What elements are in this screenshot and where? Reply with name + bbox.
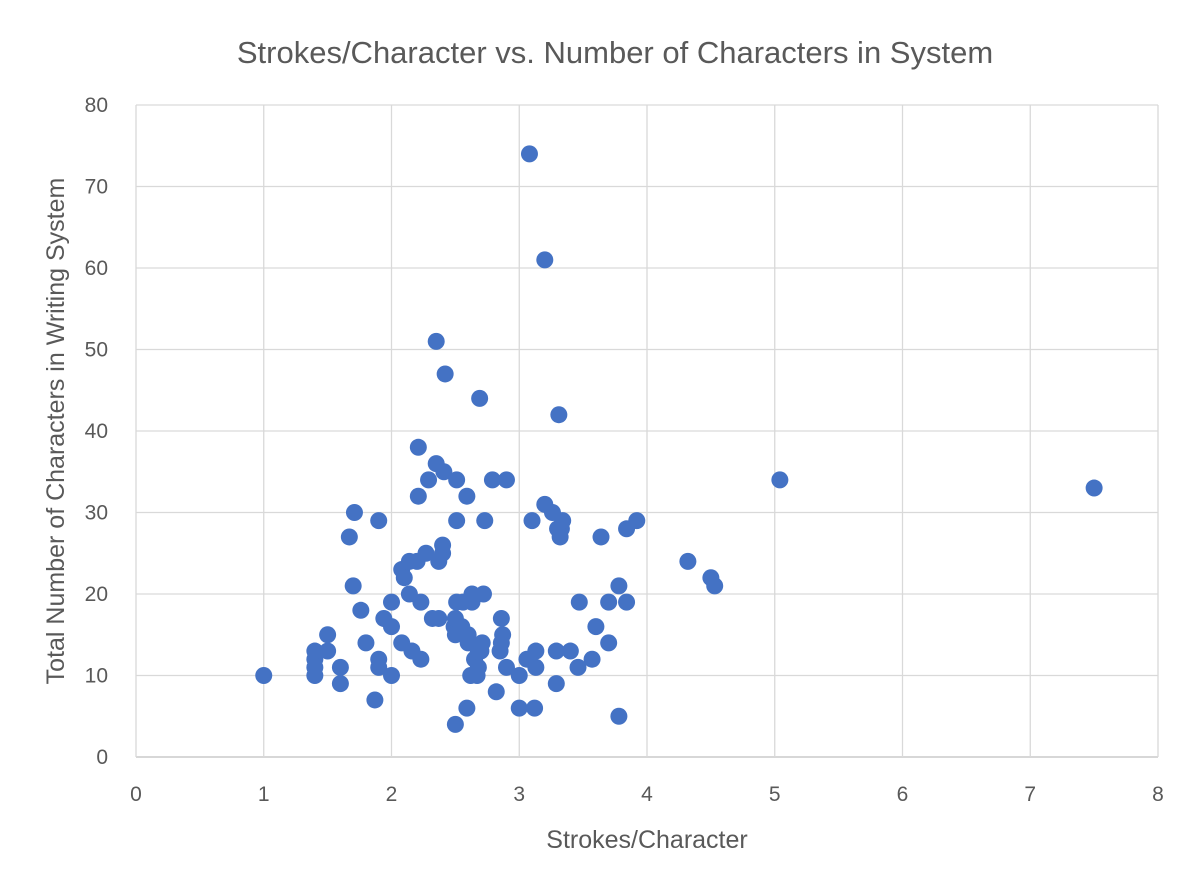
data-point xyxy=(448,512,466,530)
data-point xyxy=(409,438,427,456)
data-point xyxy=(600,634,618,652)
data-point xyxy=(771,471,789,489)
x-tick-label: 8 xyxy=(1152,783,1164,806)
data-point xyxy=(569,658,587,676)
data-point xyxy=(357,634,375,652)
data-point xyxy=(383,618,400,636)
data-point xyxy=(474,585,492,603)
data-point xyxy=(435,463,453,481)
x-tick-label: 0 xyxy=(130,783,142,806)
data-point xyxy=(370,512,388,530)
data-point xyxy=(319,626,337,644)
y-tick-label: 50 xyxy=(85,339,108,362)
data-points xyxy=(255,145,1103,733)
data-point xyxy=(510,699,528,717)
data-point xyxy=(483,471,501,489)
data-point xyxy=(679,552,697,570)
data-point xyxy=(436,365,454,383)
data-point xyxy=(547,642,565,660)
data-point xyxy=(547,675,565,693)
y-tick-label: 60 xyxy=(85,257,108,280)
data-point xyxy=(420,471,438,489)
data-point xyxy=(458,699,476,717)
y-tick-label: 20 xyxy=(85,583,108,606)
data-point xyxy=(255,667,273,684)
data-point xyxy=(561,642,579,660)
data-point xyxy=(344,577,362,595)
data-point xyxy=(492,609,510,627)
data-point xyxy=(587,618,605,636)
data-point xyxy=(412,593,430,611)
data-point xyxy=(319,642,337,660)
data-point xyxy=(331,658,349,676)
data-point xyxy=(628,512,646,530)
data-point xyxy=(1085,479,1103,497)
data-point xyxy=(510,667,528,684)
data-point xyxy=(458,487,476,505)
y-tick-label: 80 xyxy=(85,94,108,117)
x-tick-label: 3 xyxy=(513,783,525,806)
x-tick-label: 5 xyxy=(769,783,781,806)
data-point xyxy=(306,642,324,660)
data-point xyxy=(459,626,477,644)
data-point xyxy=(340,528,358,546)
data-point xyxy=(412,650,430,668)
data-point xyxy=(487,683,505,701)
data-point xyxy=(383,593,400,611)
data-point xyxy=(430,609,448,627)
x-tick-label: 2 xyxy=(386,783,398,806)
data-point xyxy=(536,251,554,269)
data-point xyxy=(366,691,384,709)
y-axis-label: Total Number of Characters in Writing Sy… xyxy=(42,178,70,685)
y-tick-label: 10 xyxy=(85,665,108,688)
data-point xyxy=(446,715,464,733)
y-tick-label: 40 xyxy=(85,420,108,443)
x-tick-label: 6 xyxy=(897,783,909,806)
x-tick-label: 7 xyxy=(1024,783,1036,806)
data-point xyxy=(570,593,588,611)
data-point xyxy=(520,145,538,163)
data-point xyxy=(618,593,636,611)
data-point xyxy=(427,332,445,350)
x-axis-label: Strokes/Character xyxy=(546,826,747,854)
x-tick-label: 4 xyxy=(641,783,653,806)
y-tick-label: 0 xyxy=(96,746,108,769)
data-point xyxy=(583,650,601,668)
data-point xyxy=(471,389,489,407)
data-point xyxy=(345,504,363,521)
data-point xyxy=(526,699,544,717)
data-point xyxy=(523,512,541,530)
data-point xyxy=(331,675,349,693)
data-point xyxy=(610,577,628,595)
data-point xyxy=(469,658,487,676)
data-point xyxy=(497,471,515,489)
data-point xyxy=(417,544,435,562)
data-point xyxy=(409,487,427,505)
chart-title: Strokes/Character vs. Number of Characte… xyxy=(237,35,993,70)
data-point xyxy=(473,634,491,652)
data-point xyxy=(395,569,413,587)
y-tick-label: 30 xyxy=(85,502,108,525)
data-point xyxy=(476,512,494,530)
data-point xyxy=(554,512,572,530)
data-point xyxy=(383,667,400,684)
data-point xyxy=(527,642,545,660)
data-point xyxy=(352,601,370,619)
data-point xyxy=(592,528,610,546)
data-point xyxy=(434,536,452,554)
data-point xyxy=(550,406,568,424)
y-tick-label: 70 xyxy=(85,176,108,199)
x-tick-label: 1 xyxy=(258,783,270,806)
data-point xyxy=(494,626,512,644)
data-point xyxy=(706,577,724,595)
data-point xyxy=(497,658,515,676)
data-point xyxy=(527,658,545,676)
data-point xyxy=(370,650,388,668)
tick-labels: 0 10 20 30 40 50 60 70 80 0 1 2 3 4 5 6 7 8 xyxy=(85,94,1164,806)
data-point xyxy=(610,707,628,725)
data-point xyxy=(448,471,466,489)
data-point xyxy=(600,593,618,611)
gridlines xyxy=(135,104,1159,758)
